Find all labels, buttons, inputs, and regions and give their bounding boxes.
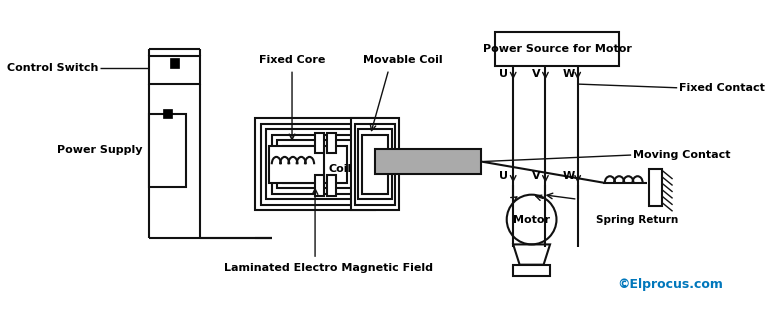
Bar: [315, 175, 324, 196]
Bar: [359, 129, 392, 199]
Text: W: W: [563, 171, 574, 181]
Text: Laminated Electro Magnetic Field: Laminated Electro Magnetic Field: [224, 263, 433, 273]
Text: Control Switch: Control Switch: [7, 63, 99, 72]
Text: W: W: [563, 69, 574, 79]
Bar: [149, 56, 200, 84]
Text: Coil: Coil: [329, 164, 352, 174]
Text: Power Supply: Power Supply: [57, 146, 143, 156]
Bar: [649, 169, 663, 206]
Bar: [327, 175, 336, 196]
Bar: [355, 124, 395, 205]
Bar: [315, 133, 324, 153]
Text: Power Source for Motor: Power Source for Motor: [483, 44, 632, 54]
Text: Movable Coil: Movable Coil: [363, 55, 442, 65]
Bar: [149, 114, 186, 187]
Text: Fixed Contact: Fixed Contact: [679, 83, 765, 93]
Text: U: U: [500, 69, 508, 79]
Text: Motor: Motor: [513, 215, 550, 225]
Text: V: V: [532, 69, 541, 79]
Bar: [261, 124, 369, 205]
Bar: [282, 146, 348, 183]
Bar: [170, 58, 179, 67]
Bar: [327, 133, 336, 153]
Bar: [362, 135, 388, 194]
Bar: [163, 109, 172, 118]
Bar: [495, 32, 619, 66]
Text: U: U: [500, 171, 508, 181]
Text: ©Elprocus.com: ©Elprocus.com: [617, 277, 722, 290]
Text: Spring Return: Spring Return: [597, 215, 679, 225]
Bar: [266, 129, 364, 199]
Text: V: V: [532, 171, 541, 181]
Bar: [351, 118, 399, 210]
Text: Fixed Core: Fixed Core: [259, 55, 325, 65]
Bar: [513, 265, 550, 276]
Bar: [272, 135, 359, 194]
Bar: [277, 140, 353, 188]
Text: Moving Contact: Moving Contact: [633, 150, 730, 160]
Bar: [269, 146, 324, 183]
Bar: [375, 149, 481, 174]
Bar: [255, 118, 375, 210]
